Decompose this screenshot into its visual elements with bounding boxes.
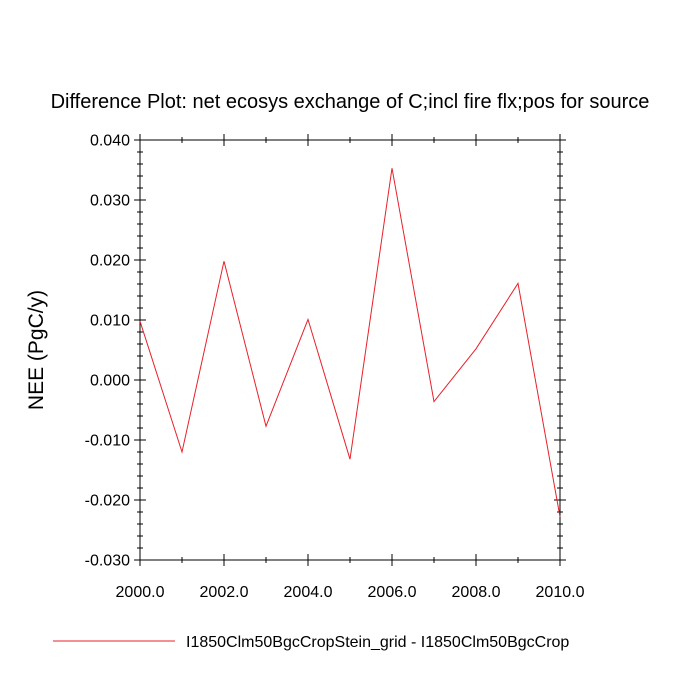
x-tick-label: 2008.0 [452, 584, 501, 601]
y-tick-label: 0.030 [90, 193, 130, 210]
series-line [139, 168, 561, 517]
y-tick-label: -0.010 [85, 433, 130, 450]
y-tick-label: 0.010 [90, 313, 130, 330]
chart-title: Difference Plot: net ecosys exchange of … [51, 91, 650, 113]
y-axis-label: NEE (PgC/y) [25, 290, 48, 410]
y-tick-label: 0.040 [90, 133, 130, 150]
y-tick-label: 0.000 [90, 373, 130, 390]
y-axis-ticks: -0.030 -0.020 -0.010 0.000 0.010 0.020 0.030 0.… [85, 133, 566, 570]
x-tick-label: 2002.0 [200, 584, 249, 601]
x-tick-label: 2010.0 [536, 584, 585, 601]
x-tick-label: 2000.0 [116, 584, 165, 601]
series-lines [139, 168, 561, 517]
legend-entry-label: I1850Clm50BgcCropStein_grid - I1850Clm50… [186, 634, 569, 651]
y-tick-label: -0.020 [85, 493, 130, 510]
x-tick-label: 2004.0 [284, 584, 333, 601]
plot-frame [139, 139, 561, 561]
x-tick-label: 2006.0 [368, 584, 417, 601]
y-tick-label: 0.020 [90, 253, 130, 270]
y-tick-label: -0.030 [85, 553, 130, 570]
x-axis-ticks: 2000.0 2002.0 2004.0 2006.0 2008.0 2010.0 [116, 134, 585, 601]
legend: I1850Clm50BgcCropStein_grid - I1850Clm50… [53, 634, 569, 651]
